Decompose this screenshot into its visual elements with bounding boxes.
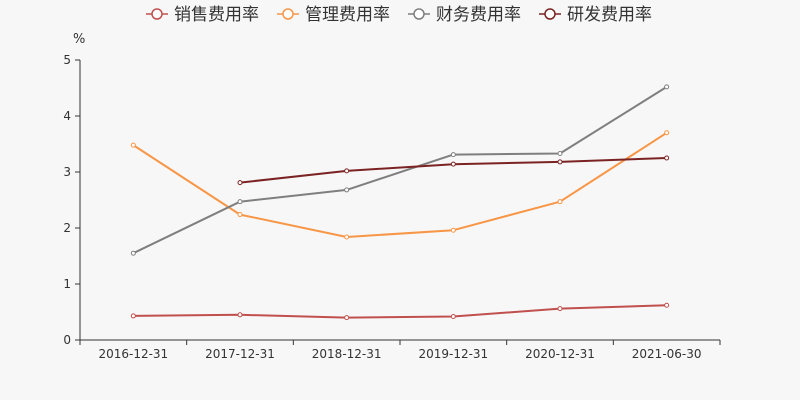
y-axis-unit-label: % — [73, 32, 85, 47]
data-point — [344, 187, 350, 193]
data-point — [237, 199, 243, 205]
x-tick-label: 2018-12-31 — [312, 347, 382, 361]
data-point — [237, 312, 243, 318]
data-point — [664, 130, 670, 136]
data-point — [450, 152, 456, 158]
series-line — [132, 131, 668, 238]
data-point — [450, 313, 456, 319]
x-tick-label: 2016-12-31 — [98, 347, 168, 361]
data-point — [130, 250, 136, 256]
data-point — [557, 159, 563, 165]
legend-marker — [413, 8, 425, 20]
chart-axes: 0 1 2 3 4 5 2016-12-31 2017-12-31 2018-12-31 2019… — [63, 53, 721, 361]
data-point — [344, 315, 350, 321]
data-point — [130, 142, 136, 148]
data-point — [237, 212, 243, 218]
y-tick-label: 0 — [63, 333, 71, 347]
series-group — [237, 155, 670, 186]
legend-item[interactable]: 销售费用率 — [146, 5, 259, 25]
data-point — [130, 313, 136, 319]
legend-label: 销售费用率 — [174, 5, 259, 25]
y-tick-label: 3 — [63, 165, 71, 179]
legend-item[interactable]: 财务费用率 — [408, 5, 521, 25]
legend-marker — [544, 8, 556, 20]
x-tick-label: 2021-06-30 — [632, 347, 702, 361]
data-point — [450, 227, 456, 233]
data-point — [237, 180, 243, 186]
data-point — [557, 151, 563, 157]
series-line — [133, 304, 667, 319]
legend-label: 研发费用率 — [567, 5, 652, 25]
legend-item[interactable]: 研发费用率 — [539, 5, 652, 25]
series-group — [130, 302, 670, 321]
series-line — [132, 86, 668, 255]
y-tick-label: 5 — [63, 53, 71, 67]
legend-label: 财务费用率 — [436, 5, 521, 25]
series-group — [130, 84, 670, 256]
y-tick-label: 4 — [63, 109, 71, 123]
legend-item[interactable]: 管理费用率 — [277, 5, 390, 25]
data-point — [344, 168, 350, 174]
legend-label: 管理费用率 — [305, 5, 390, 25]
legend-marker — [151, 8, 163, 20]
chart-series — [130, 84, 670, 321]
x-tick-label: 2020-12-31 — [525, 347, 595, 361]
y-tick-label: 2 — [63, 221, 71, 235]
y-tick-label: 1 — [63, 277, 71, 291]
series-group — [130, 130, 670, 240]
data-point — [664, 155, 670, 161]
data-point — [664, 302, 670, 308]
chart-legend: 销售费用率 管理费用率 财务费用率 研发费用率 — [146, 5, 652, 25]
data-point — [664, 84, 670, 90]
data-point — [344, 234, 350, 240]
data-point — [557, 306, 563, 312]
legend-marker — [282, 8, 294, 20]
data-point — [557, 199, 563, 205]
x-tick-label: 2017-12-31 — [205, 347, 275, 361]
x-tick-label: 2019-12-31 — [418, 347, 488, 361]
data-point — [450, 161, 456, 167]
